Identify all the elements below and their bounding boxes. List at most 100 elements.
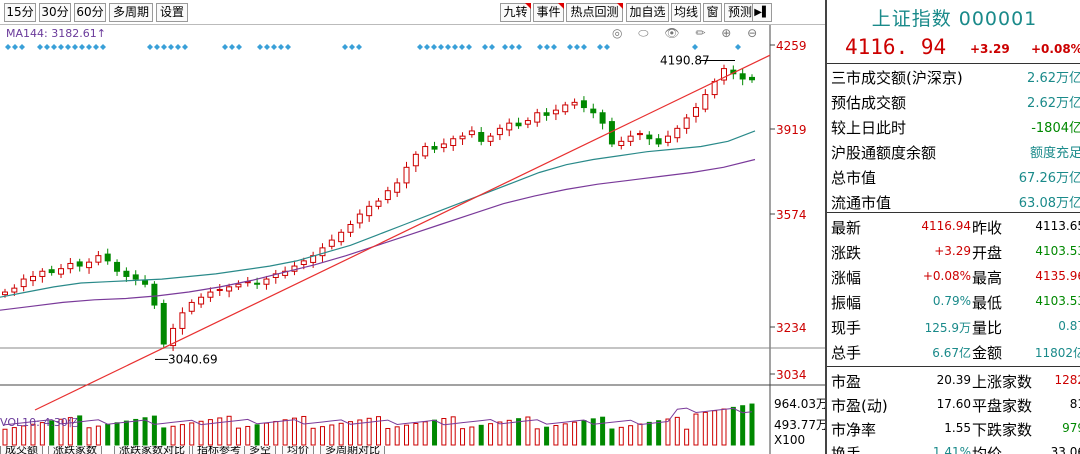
event-marker-icon [58, 44, 64, 50]
event-marker-icon [417, 44, 423, 50]
volume-bar [562, 423, 568, 446]
volume-bar [226, 415, 232, 446]
volume-bar [637, 423, 643, 446]
volume-bar [441, 417, 447, 446]
price-tick-label: 3574 [776, 208, 807, 222]
quote-label: 现手 [831, 319, 862, 337]
event-marker-icon [502, 44, 508, 50]
quote-label: 开盘 [972, 244, 1003, 262]
candle-body [235, 283, 242, 288]
breadth-value: 20.39 [936, 373, 971, 387]
volume-bar [30, 423, 36, 446]
quote-label: 总手 [831, 344, 862, 362]
event-marker-icon [466, 44, 472, 50]
hotspot-backtest-button[interactable]: 热点回测 [566, 3, 623, 22]
event-marker-icon [161, 44, 167, 50]
volume-bar [39, 422, 45, 446]
candle-body [440, 143, 447, 149]
event-marker-icon [424, 44, 430, 50]
tab-30min[interactable]: 30分 [39, 3, 71, 22]
breadth-row: 市净率 1.55 下跌家数 979 [827, 416, 1080, 441]
breadth-value: 33.06 [1050, 445, 1080, 454]
event-marker-icon [257, 44, 263, 50]
volume-bar [422, 421, 428, 446]
quote-value: +3.29 [934, 244, 971, 258]
indicator-tab[interactable]: 均价 [282, 446, 314, 454]
candle-body [67, 262, 74, 270]
collapse-panel-icon[interactable]: ▶▌ [752, 3, 772, 22]
volume-bar [198, 420, 204, 446]
event-marker-icon [516, 44, 522, 50]
event-marker-icon [567, 44, 573, 50]
event-marker-icon [5, 44, 11, 50]
volume-bar [712, 410, 718, 446]
volume-bar [207, 419, 213, 446]
candle-body [749, 76, 755, 81]
indicator-tab[interactable]: 多周期对比 [320, 446, 385, 454]
candle-body [674, 127, 681, 139]
settings-button[interactable]: 设置 [156, 3, 188, 22]
events-button[interactable]: 事件 [533, 3, 564, 22]
candle-body [356, 213, 363, 224]
indicator-tab[interactable]: 指标参考 [192, 446, 246, 454]
volume-bar [310, 427, 316, 446]
event-marker-icon [51, 44, 57, 50]
candle-body [123, 270, 130, 277]
candle-body [207, 291, 214, 298]
chart-toolbar: 15分 30分 60分 多周期 设置 九转 事件 热点回测 加自选 均线 窗 预… [0, 0, 825, 25]
volume-bar [665, 418, 671, 446]
indicator-tab[interactable]: 成交额 [0, 446, 43, 454]
moving-average-button[interactable]: 均线 [671, 3, 701, 22]
breadth-label: 市盈 [831, 373, 862, 391]
jiuzhuan-button[interactable]: 九转 [500, 3, 531, 22]
candle-body [394, 182, 401, 193]
trough-label: 3040.69 [168, 352, 218, 366]
stat-row: 预估成交额 2.62万亿 [827, 89, 1080, 114]
candle-body [450, 138, 457, 146]
candle-body [347, 223, 354, 233]
event-marker-icon [147, 44, 153, 50]
volume-bar [656, 420, 662, 446]
candle-body [627, 135, 634, 142]
add-watchlist-button[interactable]: 加自选 [626, 3, 669, 22]
change-percent: +0.08% [1031, 42, 1080, 56]
quote-value: 0.87 [1058, 319, 1080, 333]
candle-body [506, 122, 513, 131]
indicator-tab[interactable]: 涨跌家数对比 [114, 446, 190, 454]
candle-body [254, 282, 261, 285]
event-marker-icon [581, 44, 587, 50]
event-marker-icon [222, 44, 228, 50]
event-marker-icon [574, 44, 580, 50]
volume-bar [702, 411, 708, 446]
candle-body [30, 275, 37, 282]
volume-bar [730, 406, 736, 446]
tab-15min[interactable]: 15分 [4, 3, 36, 22]
candle-body [739, 73, 746, 80]
volume-bar [254, 424, 260, 446]
candle-body [188, 301, 195, 312]
candle-body [366, 205, 373, 217]
event-marker-icon [342, 44, 348, 50]
candle-body [95, 255, 102, 263]
chart-tool-icons[interactable]: ◎ ⬭ 👁 ✏ ⊕ ⊖ [612, 26, 764, 40]
kline-chart[interactable]: 4259 3919 3574 3234 3034 964.03万 493.77万 X100 41… [0, 25, 825, 454]
event-marker-icon [349, 44, 355, 50]
volume-bar [189, 422, 195, 446]
candle-body [142, 280, 149, 285]
window-button[interactable]: 窗 [703, 3, 722, 22]
breadth-row: 市盈(动) 17.60 平盘家数 81 [827, 392, 1080, 417]
event-marker-icon [175, 44, 181, 50]
indicator-tab[interactable]: 多空 [244, 446, 276, 454]
candle-body [599, 112, 606, 124]
indicator-tab[interactable]: 涨跌家数 [48, 446, 102, 454]
stat-value: 63.08万亿 [1018, 196, 1080, 211]
candle-body [618, 140, 625, 146]
breadth-value: 1.55 [944, 421, 971, 435]
price-tick-label: 3919 [776, 123, 807, 137]
candle-body [571, 101, 578, 106]
tab-multi-period[interactable]: 多周期 [109, 3, 153, 22]
quote-row: 最新 4116.94 昨收 4113.65 [827, 214, 1080, 239]
volume-bar [534, 428, 540, 446]
tab-60min[interactable]: 60分 [74, 3, 106, 22]
index-title: 上证指数 000001 [871, 8, 1038, 30]
